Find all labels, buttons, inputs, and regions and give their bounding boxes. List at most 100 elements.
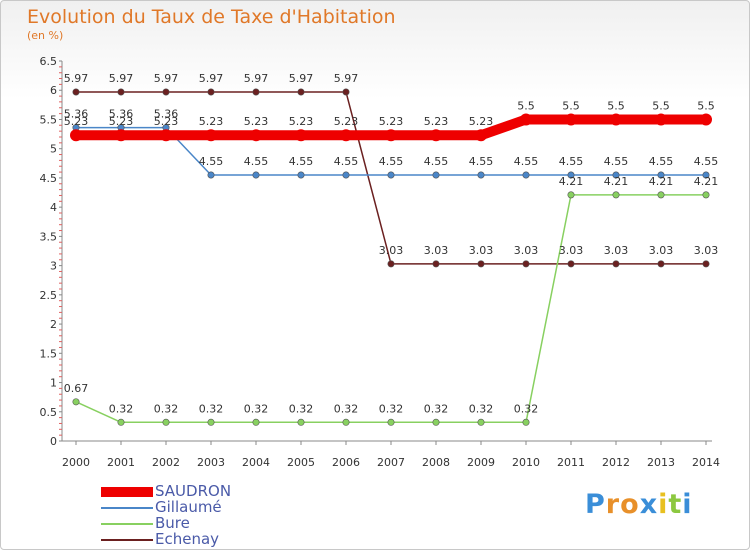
data-point-gillaum-: [522, 171, 530, 179]
data-label-bure: 4.21: [649, 175, 674, 188]
data-label-echenay: 3.03: [379, 244, 404, 257]
x-tick-label: 2013: [647, 456, 675, 469]
x-tick-label: 2007: [377, 456, 405, 469]
data-point-echenay: [297, 88, 305, 96]
y-tick-label: 1: [50, 377, 57, 390]
data-labels: 5.97 5.97 5.97 5.97 5.97 5.97 5.97 3.03 3.03 3.03…: [64, 72, 719, 415]
data-point-saudron: [520, 113, 532, 126]
series-layer: [70, 88, 712, 426]
data-label-saudron: 5.5: [697, 99, 715, 112]
data-label-bure: 0.32: [199, 402, 224, 415]
data-point-echenay: [477, 260, 485, 268]
data-label-gillaum-: 4.55: [469, 155, 494, 168]
data-point-gillaum-: [702, 171, 710, 179]
data-point-gillaum-: [342, 171, 350, 179]
data-label-gillaum-: 4.55: [649, 155, 674, 168]
data-point-bure: [567, 191, 575, 199]
data-label-echenay: 5.97: [64, 72, 89, 85]
data-label-saudron: 5.23: [109, 115, 134, 128]
data-point-saudron: [475, 129, 487, 142]
data-label-bure: 4.21: [604, 175, 629, 188]
y-tick-label: 2: [50, 318, 57, 331]
data-label-saudron: 5.23: [469, 115, 494, 128]
data-point-gillaum-: [207, 171, 215, 179]
data-point-echenay: [522, 260, 530, 268]
y-tick-label: 2.5: [40, 289, 58, 302]
data-point-saudron: [70, 129, 82, 142]
data-label-gillaum-: 5.36: [154, 108, 179, 121]
data-point-saudron: [250, 129, 262, 142]
y-tick-label: 5.5: [40, 113, 58, 126]
data-point-gillaum-: [387, 171, 395, 179]
data-label-echenay: 3.03: [694, 244, 719, 257]
logo-letter: o: [620, 489, 640, 520]
data-point-gillaum-: [657, 171, 665, 179]
data-point-bure: [207, 418, 215, 426]
data-point-bure: [522, 418, 530, 426]
legend-swatch: [101, 539, 153, 541]
x-tick-label: 2005: [287, 456, 315, 469]
y-tick-label: 3: [50, 260, 57, 273]
data-point-bure: [252, 418, 260, 426]
x-tick-label: 2011: [557, 456, 585, 469]
data-label-gillaum-: 4.55: [514, 155, 539, 168]
data-point-bure: [72, 398, 80, 406]
x-tick-label: 2004: [242, 456, 270, 469]
data-label-echenay: 3.03: [424, 244, 449, 257]
data-label-gillaum-: 4.55: [694, 155, 719, 168]
data-label-bure: 0.67: [64, 382, 89, 395]
data-label-echenay: 3.03: [559, 244, 584, 257]
y-tick-label: 6.5: [40, 55, 58, 68]
data-label-saudron: 5.23: [424, 115, 449, 128]
x-tick-label: 2009: [467, 456, 495, 469]
x-tick-label: 2014: [692, 456, 720, 469]
legend-label: SAUDRON: [155, 482, 232, 500]
data-label-saudron: 5.23: [334, 115, 359, 128]
data-label-saudron: 5.23: [199, 115, 224, 128]
data-label-bure: 0.32: [244, 402, 269, 415]
legend-swatch: [101, 487, 153, 497]
legend-label: Gillaumé: [155, 498, 222, 516]
data-label-saudron: 5.23: [289, 115, 314, 128]
data-label-bure: 4.21: [559, 175, 584, 188]
logo-letter: r: [605, 489, 621, 520]
data-point-saudron: [295, 129, 307, 142]
data-label-echenay: 5.97: [289, 72, 314, 85]
x-tick-label: 2002: [152, 456, 180, 469]
data-label-gillaum-: 4.55: [604, 155, 629, 168]
data-point-echenay: [702, 260, 710, 268]
data-point-saudron: [610, 113, 622, 126]
legend-swatch: [101, 507, 153, 509]
data-label-gillaum-: 4.55: [199, 155, 224, 168]
x-tick-label: 2010: [512, 456, 540, 469]
data-label-echenay: 5.97: [199, 72, 224, 85]
data-label-echenay: 3.03: [514, 244, 539, 257]
data-point-bure: [477, 418, 485, 426]
data-point-echenay: [387, 260, 395, 268]
legend-label: Echenay: [155, 530, 220, 548]
data-label-bure: 0.32: [154, 402, 179, 415]
data-point-saudron: [205, 129, 217, 142]
y-tick-label: 5: [50, 143, 57, 156]
data-point-saudron: [340, 129, 352, 142]
logo-letter: t: [668, 489, 683, 520]
data-point-gillaum-: [252, 171, 260, 179]
data-label-gillaum-: 5.36: [109, 108, 134, 121]
data-point-gillaum-: [612, 171, 620, 179]
y-tick-label: 4.5: [40, 172, 58, 185]
data-label-saudron: 5.23: [244, 115, 269, 128]
y-tick-label: 0: [50, 435, 57, 448]
y-tick-label: 3.5: [40, 230, 58, 243]
data-point-saudron: [655, 113, 667, 126]
y-tick-label: 0.5: [40, 406, 58, 419]
data-label-echenay: 5.97: [334, 72, 359, 85]
data-label-bure: 0.32: [469, 402, 494, 415]
data-label-saudron: 5.23: [154, 115, 179, 128]
data-point-echenay: [567, 260, 575, 268]
x-tick-label: 2001: [107, 456, 135, 469]
data-label-saudron: 5.5: [562, 99, 580, 112]
data-label-bure: 0.32: [514, 402, 539, 415]
data-point-bure: [297, 418, 305, 426]
